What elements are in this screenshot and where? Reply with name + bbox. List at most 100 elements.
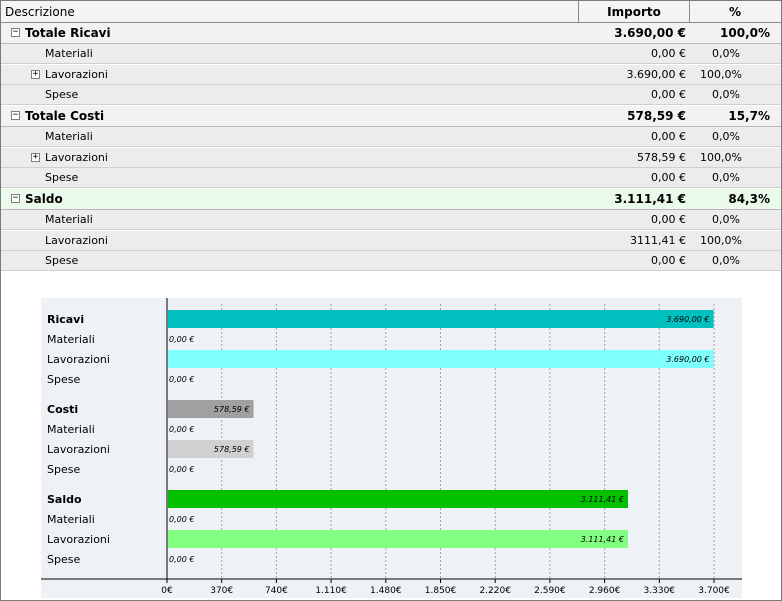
- bar-costi-lavorazioni[interactable]: [168, 440, 254, 458]
- category-label: Spese: [47, 373, 80, 386]
- category-label: Lavorazioni: [47, 353, 110, 366]
- group-importo: 3.690,00 €: [614, 26, 686, 40]
- data-label: 578,59 €: [214, 405, 250, 414]
- grid-header: Descrizione Importo %: [1, 1, 781, 23]
- x-tick-label: 1.480€: [370, 586, 402, 596]
- child-percentuale: 0,0%: [712, 171, 740, 185]
- group-row-saldo[interactable]: − Saldo 3.111,41 € 84,3%: [1, 189, 781, 210]
- x-tick-label: 370€: [210, 586, 233, 596]
- child-row-saldo-lavorazioni[interactable]: Lavorazioni 3111,41 € 100,0%: [1, 230, 781, 251]
- category-label: Spese: [47, 553, 80, 566]
- bar-ricavi-ricavi[interactable]: [168, 310, 714, 328]
- group-label: Totale Ricavi: [25, 26, 111, 40]
- child-percentuale: 0,0%: [712, 130, 740, 143]
- x-tick-label: 2.220€: [479, 586, 511, 596]
- expand-icon[interactable]: +: [31, 151, 40, 162]
- child-label: Spese: [45, 88, 79, 102]
- child-importo: 0,00 €: [651, 47, 686, 60]
- x-tick-label: 1.850€: [425, 586, 457, 596]
- group-percentuale: 100,0%: [720, 26, 770, 40]
- data-label: 578,59 €: [214, 445, 250, 454]
- bar-chart: 0€ 370€ 740€ 1.110€ 1.480€ 1.850€ 2.220€ 2.590€…: [41, 298, 742, 598]
- x-tick-label: 3.330€: [644, 586, 676, 596]
- group-importo: 3.111,41 €: [614, 192, 686, 206]
- expand-icon[interactable]: +: [31, 68, 40, 79]
- category-label: Spese: [47, 463, 80, 476]
- child-percentuale: 100,0%: [700, 150, 742, 164]
- data-label: 3.690,00 €: [666, 355, 709, 364]
- child-importo: 0,00 €: [651, 130, 686, 143]
- category-label: Saldo: [47, 493, 82, 506]
- data-label: 0,00 €: [169, 375, 194, 384]
- x-tick-label: 0€: [161, 586, 173, 596]
- child-label: Lavorazioni: [45, 150, 108, 164]
- bar-costi-costi[interactable]: [168, 400, 254, 418]
- child-importo: 3111,41 €: [630, 233, 686, 247]
- group-importo: 578,59 €: [627, 109, 686, 123]
- child-row-costi-lavorazioni[interactable]: + Lavorazioni 578,59 € 100,0%: [1, 147, 781, 168]
- child-importo: 578,59 €: [637, 150, 686, 164]
- child-percentuale: 100,0%: [700, 233, 742, 247]
- data-label: 0,00 €: [169, 555, 194, 564]
- child-importo: 0,00 €: [651, 88, 686, 102]
- bar-ricavi-lavorazioni[interactable]: [168, 350, 714, 368]
- category-label: Ricavi: [47, 313, 84, 326]
- child-percentuale: 0,0%: [712, 88, 740, 102]
- group-percentuale: 15,7%: [728, 109, 770, 123]
- group-row-ricavi[interactable]: − Totale Ricavi 3.690,00 € 100,0%: [1, 23, 781, 44]
- bar-chart-svg: 0€ 370€ 740€ 1.110€ 1.480€ 1.850€ 2.220€ 2.590€…: [41, 298, 742, 596]
- collapse-icon[interactable]: −: [11, 193, 20, 203]
- bar-saldo-saldo[interactable]: [168, 490, 628, 508]
- x-tick-label: 2.590€: [534, 586, 566, 596]
- child-label: Materiali: [45, 47, 93, 60]
- data-label: 0,00 €: [169, 515, 194, 524]
- child-label: Lavorazioni: [45, 233, 108, 247]
- child-label: Lavorazioni: [45, 67, 108, 81]
- group-row-costi[interactable]: − Totale Costi 578,59 € 15,7%: [1, 106, 781, 127]
- child-percentuale: 0,0%: [712, 213, 740, 226]
- group-label: Totale Costi: [25, 109, 105, 123]
- child-importo: 0,00 €: [651, 213, 686, 226]
- child-label: Materiali: [45, 130, 93, 143]
- column-header-percentuale[interactable]: %: [728, 5, 742, 19]
- group-percentuale: 84,3%: [728, 192, 770, 206]
- child-label: Materiali: [45, 213, 93, 226]
- column-header-descrizione[interactable]: Descrizione: [1, 1, 579, 23]
- data-label: 0,00 €: [169, 465, 194, 474]
- child-importo: 0,00 €: [651, 171, 686, 185]
- child-row-ricavi-materiali[interactable]: Materiali 0,00 € 0,0%: [1, 44, 781, 64]
- child-label: Spese: [45, 254, 79, 268]
- data-label: 3.690,00 €: [666, 315, 709, 324]
- child-row-costi-spese[interactable]: Spese 0,00 € 0,0%: [1, 168, 781, 189]
- x-tick-label: 740€: [265, 586, 288, 596]
- data-label: 3.111,41 €: [581, 535, 624, 544]
- child-percentuale: 0,0%: [712, 47, 740, 60]
- summary-grid: Descrizione Importo % − Totale Ricavi 3.69…: [1, 1, 781, 272]
- column-header-importo[interactable]: Importo: [579, 1, 690, 23]
- child-row-costi-materiali[interactable]: Materiali 0,00 € 0,0%: [1, 127, 781, 147]
- data-label: 0,00 €: [169, 335, 194, 344]
- category-label: Lavorazioni: [47, 533, 110, 546]
- category-label: Materiali: [47, 513, 95, 526]
- x-tick-label: 3.700€: [698, 586, 730, 596]
- child-percentuale: 100,0%: [700, 67, 742, 81]
- data-label: 3.111,41 €: [581, 495, 624, 504]
- category-label: Materiali: [47, 423, 95, 436]
- child-row-saldo-materiali[interactable]: Materiali 0,00 € 0,0%: [1, 210, 781, 230]
- x-tick-label: 2.960€: [589, 586, 621, 596]
- collapse-icon[interactable]: −: [11, 27, 20, 37]
- child-importo: 0,00 €: [651, 254, 686, 268]
- child-importo: 3.690,00 €: [626, 67, 686, 81]
- category-label: Lavorazioni: [47, 443, 110, 456]
- collapse-icon[interactable]: −: [11, 110, 20, 120]
- child-row-saldo-spese[interactable]: Spese 0,00 € 0,0%: [1, 251, 781, 272]
- category-label: Costi: [47, 403, 78, 416]
- child-row-ricavi-spese[interactable]: Spese 0,00 € 0,0%: [1, 85, 781, 106]
- category-label: Materiali: [47, 333, 95, 346]
- bar-saldo-lavorazioni[interactable]: [168, 530, 628, 548]
- group-label: Saldo: [25, 192, 63, 206]
- child-label: Spese: [45, 171, 79, 185]
- child-percentuale: 0,0%: [712, 254, 740, 268]
- child-row-ricavi-lavorazioni[interactable]: + Lavorazioni 3.690,00 € 100,0%: [1, 64, 781, 85]
